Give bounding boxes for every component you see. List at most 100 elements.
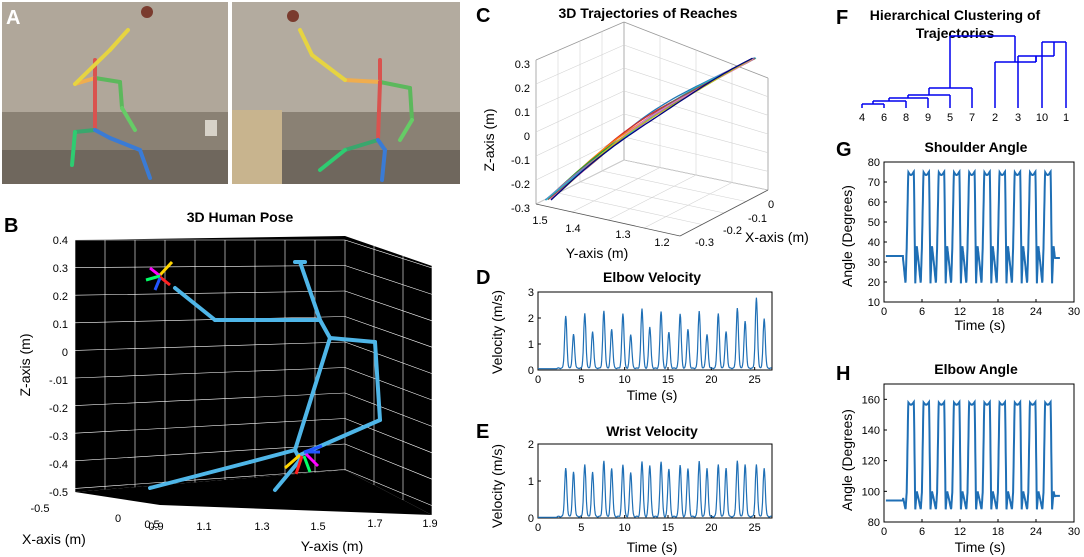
panel-h: H Elbow Angle 0 6 12 18 24 30 80 100 120 140 160 T… xyxy=(836,361,1080,555)
trajectory-line xyxy=(550,57,753,201)
trajectory-line xyxy=(549,58,754,200)
grid-line xyxy=(74,443,346,462)
panel-g: G Shoulder Angle 0 6 12 18 24 30 10 20 30 40 50 60 7… xyxy=(836,139,1080,333)
pose-y-tick: 1.3 xyxy=(254,521,269,533)
panel-f-title-line2: Trajectories xyxy=(916,25,995,41)
pose-z-tick: -0.4 xyxy=(49,459,68,471)
chart-elbow-velocity: 0 5 10 15 20 25 0 1 2 3 xyxy=(528,287,773,386)
pose-y-tick: 1.1 xyxy=(196,521,211,533)
chart-shoulder-angle: 0 6 12 18 24 30 10 20 30 40 50 60 70 80 xyxy=(868,157,1080,318)
series-line xyxy=(538,297,772,370)
dendro-leaf-label: 9 xyxy=(925,112,931,124)
dendro-leaf-label: 10 xyxy=(1036,112,1048,124)
y-tick-label: 1 xyxy=(528,339,534,351)
panel-f: F Hierarchical Clustering of Trajectorie… xyxy=(836,7,1069,124)
box-edge xyxy=(535,203,681,237)
skeleton-bone xyxy=(293,336,332,452)
pose-z-ticks: 0.4 0.3 0.2 0.1 0 -.01 -0.2 -0.3 -0.4 -0… xyxy=(49,235,68,499)
panel-e-title: Wrist Velocity xyxy=(606,423,698,439)
grid-line xyxy=(344,316,433,348)
x-tick-label: 0 xyxy=(881,306,887,318)
trajectory-line xyxy=(544,57,756,201)
traj-z-label: Z-axis (m) xyxy=(481,109,497,172)
grid-line xyxy=(74,392,346,406)
panel-e-letter: E xyxy=(476,421,489,443)
pose-z-tick: 0.4 xyxy=(53,235,68,247)
pose-z-tick: 0.1 xyxy=(53,319,68,331)
skeleton-bone xyxy=(248,448,297,464)
grid-line xyxy=(579,181,725,214)
pose-z-tick: -0.2 xyxy=(49,403,68,415)
dendro-leaf-label: 7 xyxy=(969,112,975,124)
panel-b-letter: B xyxy=(4,215,18,237)
pose-grid xyxy=(74,239,433,515)
traj-y-tick: 1.4 xyxy=(565,223,580,235)
panel-f-letter: F xyxy=(836,7,848,29)
plot-frame xyxy=(883,161,1075,303)
x-tick-label: 20 xyxy=(705,374,717,386)
grid-line xyxy=(74,341,346,351)
pose-z-tick: 0 xyxy=(62,347,68,359)
x-tick-label: 0 xyxy=(535,374,541,386)
photo-left-skeleton xyxy=(70,28,152,180)
panel-b: B 3D Human Pose 0.4 0.3 0.2 0.1 0 -.01 -… xyxy=(4,209,438,554)
y-tick-label: 0 xyxy=(528,513,534,525)
photo-right-skeleton xyxy=(298,28,414,182)
x-tick-label: 25 xyxy=(749,522,761,534)
x-tick-label: 15 xyxy=(662,374,674,386)
panel-h-title: Elbow Angle xyxy=(934,361,1018,377)
traj-z-tick: -0.1 xyxy=(511,155,530,167)
hand-finger xyxy=(159,275,171,287)
plot-frame xyxy=(537,291,773,371)
x-tick-label: 18 xyxy=(992,306,1004,318)
y-tick-label: 80 xyxy=(868,157,880,169)
pose-floor xyxy=(75,470,432,515)
y-tick-label: 160 xyxy=(862,394,880,406)
panel-c-title: 3D Trajectories of Reaches xyxy=(559,5,738,21)
panel-g-xlabel: Time (s) xyxy=(955,317,1006,333)
y-tick-label: 0 xyxy=(528,365,534,377)
grid-line xyxy=(344,443,433,480)
pose-x-ticks: -0.5 0 0.5 xyxy=(31,503,160,531)
panel-d-letter: D xyxy=(476,267,490,289)
panel-a: A xyxy=(2,2,460,184)
pose-z-tick: -0.5 xyxy=(49,487,68,499)
dendro-leaf-label: 6 xyxy=(881,112,887,124)
trajectory-line xyxy=(547,57,756,201)
panel-h-ylabel: Angle (Degrees) xyxy=(839,409,855,511)
photo-right-floor xyxy=(282,150,460,184)
traj-z-tick: 0.2 xyxy=(515,83,530,95)
trajectory-line xyxy=(545,57,756,201)
chart-wrist-velocity: 0 5 10 15 20 25 0 1 2 xyxy=(528,439,773,534)
y-tick-label: 40 xyxy=(868,237,880,249)
dendro-leaf-label: 4 xyxy=(859,112,865,124)
pose-z-tick: -0.3 xyxy=(49,431,68,443)
panel-c: C 3D Trajectories of Reaches 0.3 0.2 0.1… xyxy=(476,5,809,261)
y-tick-label: 20 xyxy=(868,277,880,289)
y-tick-label: 30 xyxy=(868,257,880,269)
panel-d: D Elbow Velocity 0 5 10 15 20 25 0 1 2 3 Time (s)… xyxy=(476,267,773,403)
skeleton-bone xyxy=(298,260,322,322)
pose-y-tick: 1.7 xyxy=(367,518,382,530)
y-tick-label: 3 xyxy=(528,287,534,299)
traj-z-ticks: 0.3 0.2 0.1 0 -0.1 -0.2 -0.3 xyxy=(511,59,530,215)
traj-y-ticks: 1.5 1.4 1.3 1.2 xyxy=(532,215,669,249)
grid-line xyxy=(74,367,346,379)
dendro-leaf-label: 3 xyxy=(1015,112,1021,124)
y-tick-label: 140 xyxy=(862,425,880,437)
x-tick-label: 0 xyxy=(881,526,887,538)
x-tick-label: 24 xyxy=(1030,526,1042,538)
traj-z-tick: 0.3 xyxy=(515,59,530,71)
grid-line xyxy=(344,392,433,427)
traj-z-tick: 0 xyxy=(524,131,530,143)
panel-g-title: Shoulder Angle xyxy=(925,139,1028,155)
dendro-leaf-label: 5 xyxy=(947,112,953,124)
grid-line xyxy=(643,182,733,229)
traj-y-label: Y-axis (m) xyxy=(566,245,629,261)
y-tick-label: 2 xyxy=(528,439,534,451)
grid-line xyxy=(74,469,346,489)
pose-x-tick: 0 xyxy=(115,513,121,525)
grid-line xyxy=(344,469,433,506)
traj-y-tick: 1.5 xyxy=(532,215,547,227)
